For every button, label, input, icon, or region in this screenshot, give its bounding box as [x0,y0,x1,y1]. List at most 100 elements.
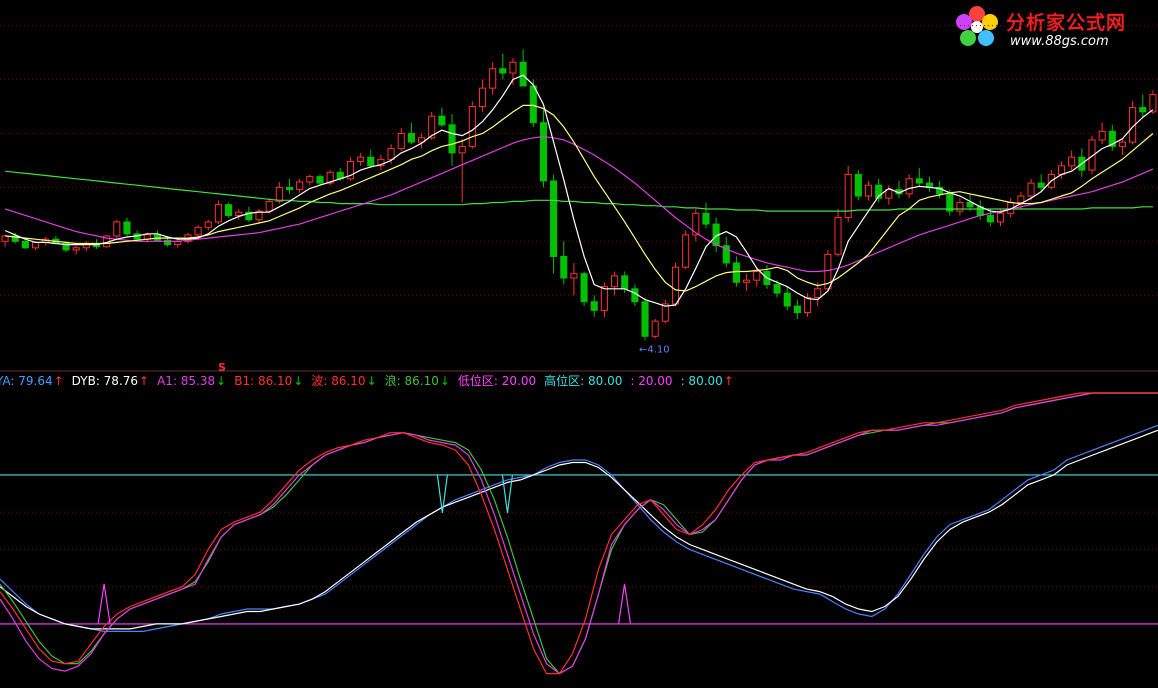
candle[interactable] [194,225,202,238]
candle-body [448,124,456,154]
candle[interactable] [864,180,873,201]
candle[interactable] [214,200,222,225]
candle[interactable] [296,178,304,193]
candle[interactable] [539,109,547,188]
candle[interactable] [255,208,263,223]
candle[interactable] [692,208,700,242]
candle-body [1108,130,1116,147]
candle[interactable] [743,273,751,291]
candle-body [560,255,568,279]
candle-body [793,305,801,314]
candle[interactable] [966,193,974,212]
candle[interactable] [306,174,314,186]
candle[interactable] [204,219,212,231]
candle[interactable] [478,79,487,112]
candle[interactable] [783,286,791,311]
candle[interactable] [285,178,294,194]
candle[interactable] [570,262,578,296]
candle[interactable] [895,180,903,199]
candle[interactable] [550,174,558,274]
candle[interactable] [671,262,680,307]
candle-body [285,186,294,191]
candle[interactable] [1108,124,1116,151]
candle[interactable] [804,293,812,317]
candle-body [428,115,436,139]
candle[interactable] [367,149,375,168]
candle[interactable] [509,57,517,85]
candle[interactable] [42,237,50,246]
candle[interactable] [245,206,253,222]
candle[interactable] [600,282,608,317]
candle[interactable] [1098,122,1106,145]
candle[interactable] [21,239,29,249]
candle[interactable] [1,234,9,247]
candle[interactable] [1037,174,1045,192]
candle[interactable] [1027,178,1035,201]
candle[interactable] [265,198,273,214]
candle[interactable] [611,271,619,296]
candle[interactable] [62,241,70,253]
candle[interactable] [468,101,476,149]
candle[interactable] [915,167,923,188]
price-chart[interactable]: ←4.10 [0,0,1158,372]
candle[interactable] [1149,90,1157,115]
candle[interactable] [773,280,781,298]
candle[interactable] [1017,191,1025,209]
candle[interactable] [854,170,862,201]
candle[interactable] [113,219,121,239]
candle[interactable] [560,241,568,285]
candle[interactable] [438,107,446,127]
candle[interactable] [905,174,913,199]
candle[interactable] [814,282,822,307]
candle[interactable] [82,241,90,252]
candle[interactable] [925,176,933,192]
candle[interactable] [519,49,527,87]
candle[interactable] [1139,94,1147,119]
candle[interactable] [235,208,243,220]
candle[interactable] [1068,150,1076,171]
candle-body [986,214,994,223]
candle[interactable] [346,157,354,181]
candle[interactable] [377,155,385,171]
candle[interactable] [590,295,598,317]
candle[interactable] [793,299,801,320]
candle[interactable] [1129,101,1137,145]
candle[interactable] [641,297,649,341]
candle[interactable] [225,202,233,218]
candle[interactable] [1118,137,1126,156]
candle[interactable] [844,165,852,222]
candle[interactable] [357,152,365,166]
candle[interactable] [407,122,415,145]
candle[interactable] [682,230,690,270]
candle[interactable] [529,79,537,127]
indicator-chart[interactable] [0,388,1158,688]
candle[interactable] [489,62,497,95]
candle[interactable] [418,133,426,149]
candle[interactable] [153,230,161,242]
candle[interactable] [651,319,659,339]
candle[interactable] [499,53,507,80]
candle[interactable] [631,284,639,307]
candle[interactable] [123,217,131,236]
candle[interactable] [580,271,588,307]
candle-body [214,204,222,223]
candle[interactable] [458,138,466,203]
candle[interactable] [875,178,883,203]
candle[interactable] [316,174,324,186]
candle[interactable] [986,208,994,227]
candle[interactable] [834,208,842,257]
candle[interactable] [72,245,80,255]
candle[interactable] [326,170,334,186]
candle-body [946,193,954,212]
candle[interactable] [702,202,710,229]
candle[interactable] [956,198,964,216]
indicator-legend-item: YA: 79.64↑ [0,373,64,389]
candle[interactable] [448,114,456,166]
candle[interactable] [174,239,182,248]
candle[interactable] [397,128,405,151]
candle[interactable] [1088,135,1096,175]
candle[interactable] [722,237,730,268]
candle[interactable] [976,200,984,220]
candle[interactable] [661,299,669,324]
candle[interactable] [946,189,954,216]
